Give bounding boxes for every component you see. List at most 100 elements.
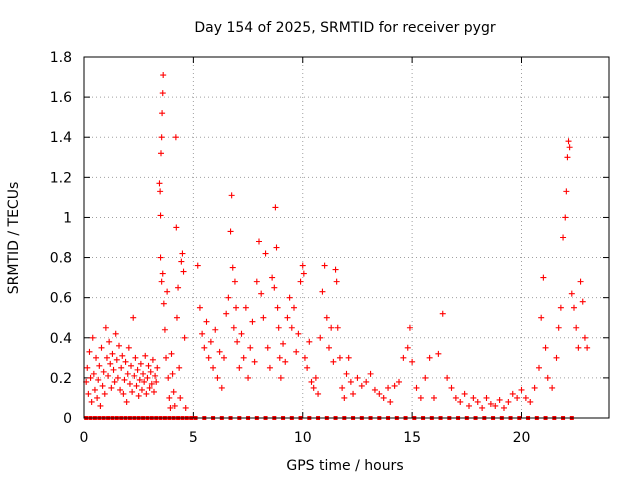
data-point [310, 384, 317, 391]
data-point [110, 366, 117, 373]
tick-label-layer: 0 0.2 0.4 0.6 0.8 1 1.2 1.4 1.6 1.8 0 5 10 15 20 [50, 50, 531, 446]
data-point [131, 372, 138, 379]
data-point [194, 262, 201, 269]
data-point [262, 250, 269, 257]
data-point [147, 368, 154, 375]
data-point [180, 268, 187, 275]
data-point [109, 350, 116, 357]
data-point [264, 344, 271, 351]
y-axis-label: SRMTID / TECUs [6, 182, 22, 295]
data-point [225, 294, 232, 301]
y-tick-label: 0.8 [50, 251, 72, 267]
data-point [227, 228, 234, 235]
data-point [317, 334, 324, 341]
data-point [120, 390, 127, 397]
data-point [89, 334, 96, 341]
data-point [112, 330, 119, 337]
data-point [284, 314, 291, 321]
data-point [509, 390, 516, 397]
x-tick-label: 20 [513, 430, 531, 446]
data-point [94, 394, 101, 401]
data-point [301, 354, 308, 361]
data-point [106, 338, 113, 345]
data-point [126, 380, 133, 387]
data-point [286, 294, 293, 301]
data-point [160, 300, 167, 307]
data-point [130, 314, 137, 321]
data-point [321, 262, 328, 269]
data-point [256, 238, 262, 245]
data-point [164, 288, 171, 295]
data-point [173, 314, 180, 321]
data-point [336, 354, 343, 361]
data-point [435, 350, 442, 357]
data-point [406, 324, 413, 331]
data-point [158, 278, 165, 285]
data-point [249, 318, 256, 325]
y-tick-label: 0 [63, 411, 72, 427]
data-point [581, 334, 588, 341]
data-point [470, 394, 477, 401]
data-point [354, 374, 361, 381]
data-point [108, 384, 115, 391]
data-point [272, 204, 279, 211]
data-point [565, 138, 572, 145]
data-point [562, 214, 569, 221]
data-point [371, 386, 378, 393]
data-point [210, 364, 217, 371]
data-point [168, 350, 175, 357]
data-point [118, 364, 125, 371]
data-point [114, 374, 121, 381]
data-point [560, 234, 567, 241]
data-point [487, 400, 494, 407]
data-point [575, 344, 582, 351]
data-point [157, 188, 164, 195]
data-point [140, 370, 147, 377]
y-tick-label: 1.8 [50, 50, 72, 66]
data-point [579, 298, 586, 305]
data-point [230, 324, 237, 331]
data-point [288, 324, 295, 331]
data-point [291, 304, 297, 311]
data-point [563, 188, 570, 195]
data-point [276, 354, 283, 361]
data-point [95, 376, 102, 383]
data-point [105, 372, 112, 379]
data-point [165, 374, 172, 381]
data-point [474, 398, 481, 405]
data-point [207, 338, 214, 345]
data-point [133, 382, 140, 389]
x-tick-label: 0 [80, 430, 89, 446]
x-tick-label: 10 [294, 430, 312, 446]
data-point [540, 274, 547, 281]
data-point [332, 266, 339, 273]
data-point [293, 348, 300, 355]
data-point [334, 324, 341, 331]
data-point [376, 390, 383, 397]
data-points [83, 72, 591, 420]
data-point [266, 364, 273, 371]
data-point [97, 402, 104, 409]
data-point [205, 354, 212, 361]
data-point [171, 402, 178, 409]
data-point [245, 374, 252, 381]
data-point [117, 386, 124, 393]
data-point [134, 366, 141, 373]
data-point [177, 394, 184, 401]
data-point [144, 374, 151, 381]
data-point [400, 354, 407, 361]
data-point [426, 354, 433, 361]
data-point [479, 404, 486, 411]
data-point [501, 404, 507, 411]
data-point [157, 212, 164, 219]
data-point [169, 370, 176, 377]
data-point [99, 382, 106, 389]
data-point [341, 394, 348, 401]
data-point [145, 362, 152, 369]
data-point [233, 304, 240, 311]
x-axis-label: GPS time / hours [286, 458, 403, 474]
data-point [101, 390, 108, 397]
data-point [214, 374, 221, 381]
y-tick-label: 1 [63, 210, 72, 226]
data-point [159, 270, 166, 277]
